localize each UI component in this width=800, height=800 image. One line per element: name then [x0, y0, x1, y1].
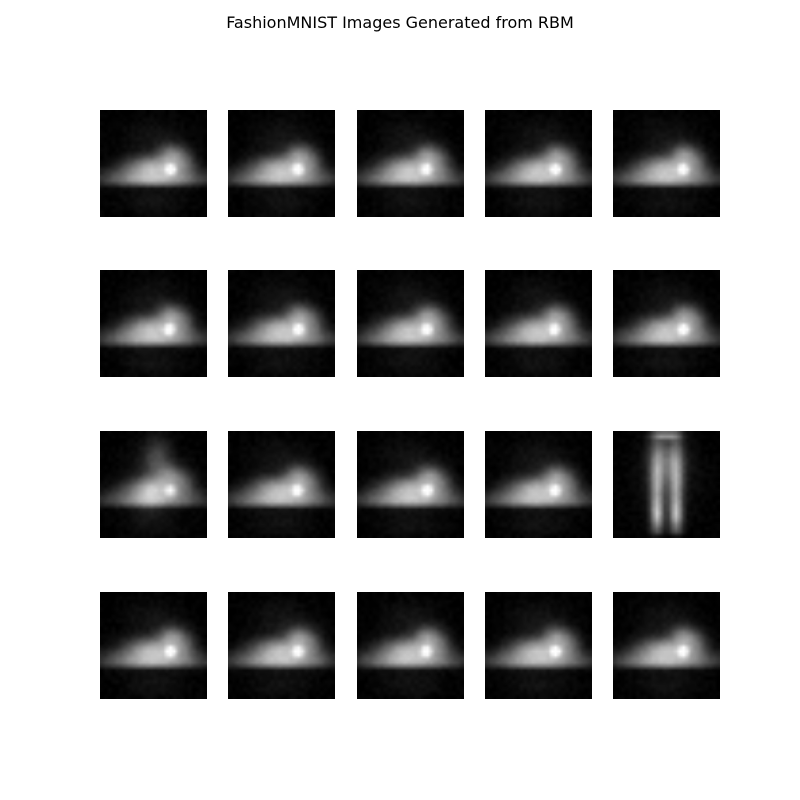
sneaker-image [100, 110, 207, 217]
sneaker-image [228, 270, 335, 377]
sneaker-image [357, 270, 464, 377]
sneaker-image [613, 270, 720, 377]
sneaker-image [485, 110, 592, 217]
ankle-boot-ghost-image [100, 431, 207, 538]
sneaker-image [357, 110, 464, 217]
sneaker-image [613, 110, 720, 217]
sneaker-image [100, 592, 207, 699]
sneaker-image [357, 592, 464, 699]
sneaker-image [357, 431, 464, 538]
sneaker-image [228, 110, 335, 217]
sneaker-image [228, 431, 335, 538]
sneaker-image [485, 431, 592, 538]
sneaker-image [485, 592, 592, 699]
sneaker-image [613, 592, 720, 699]
sneaker-image [100, 270, 207, 377]
sneaker-image [228, 592, 335, 699]
figure-title: FashionMNIST Images Generated from RBM [226, 13, 574, 32]
sneaker-image [485, 270, 592, 377]
trouser-image [613, 431, 720, 538]
